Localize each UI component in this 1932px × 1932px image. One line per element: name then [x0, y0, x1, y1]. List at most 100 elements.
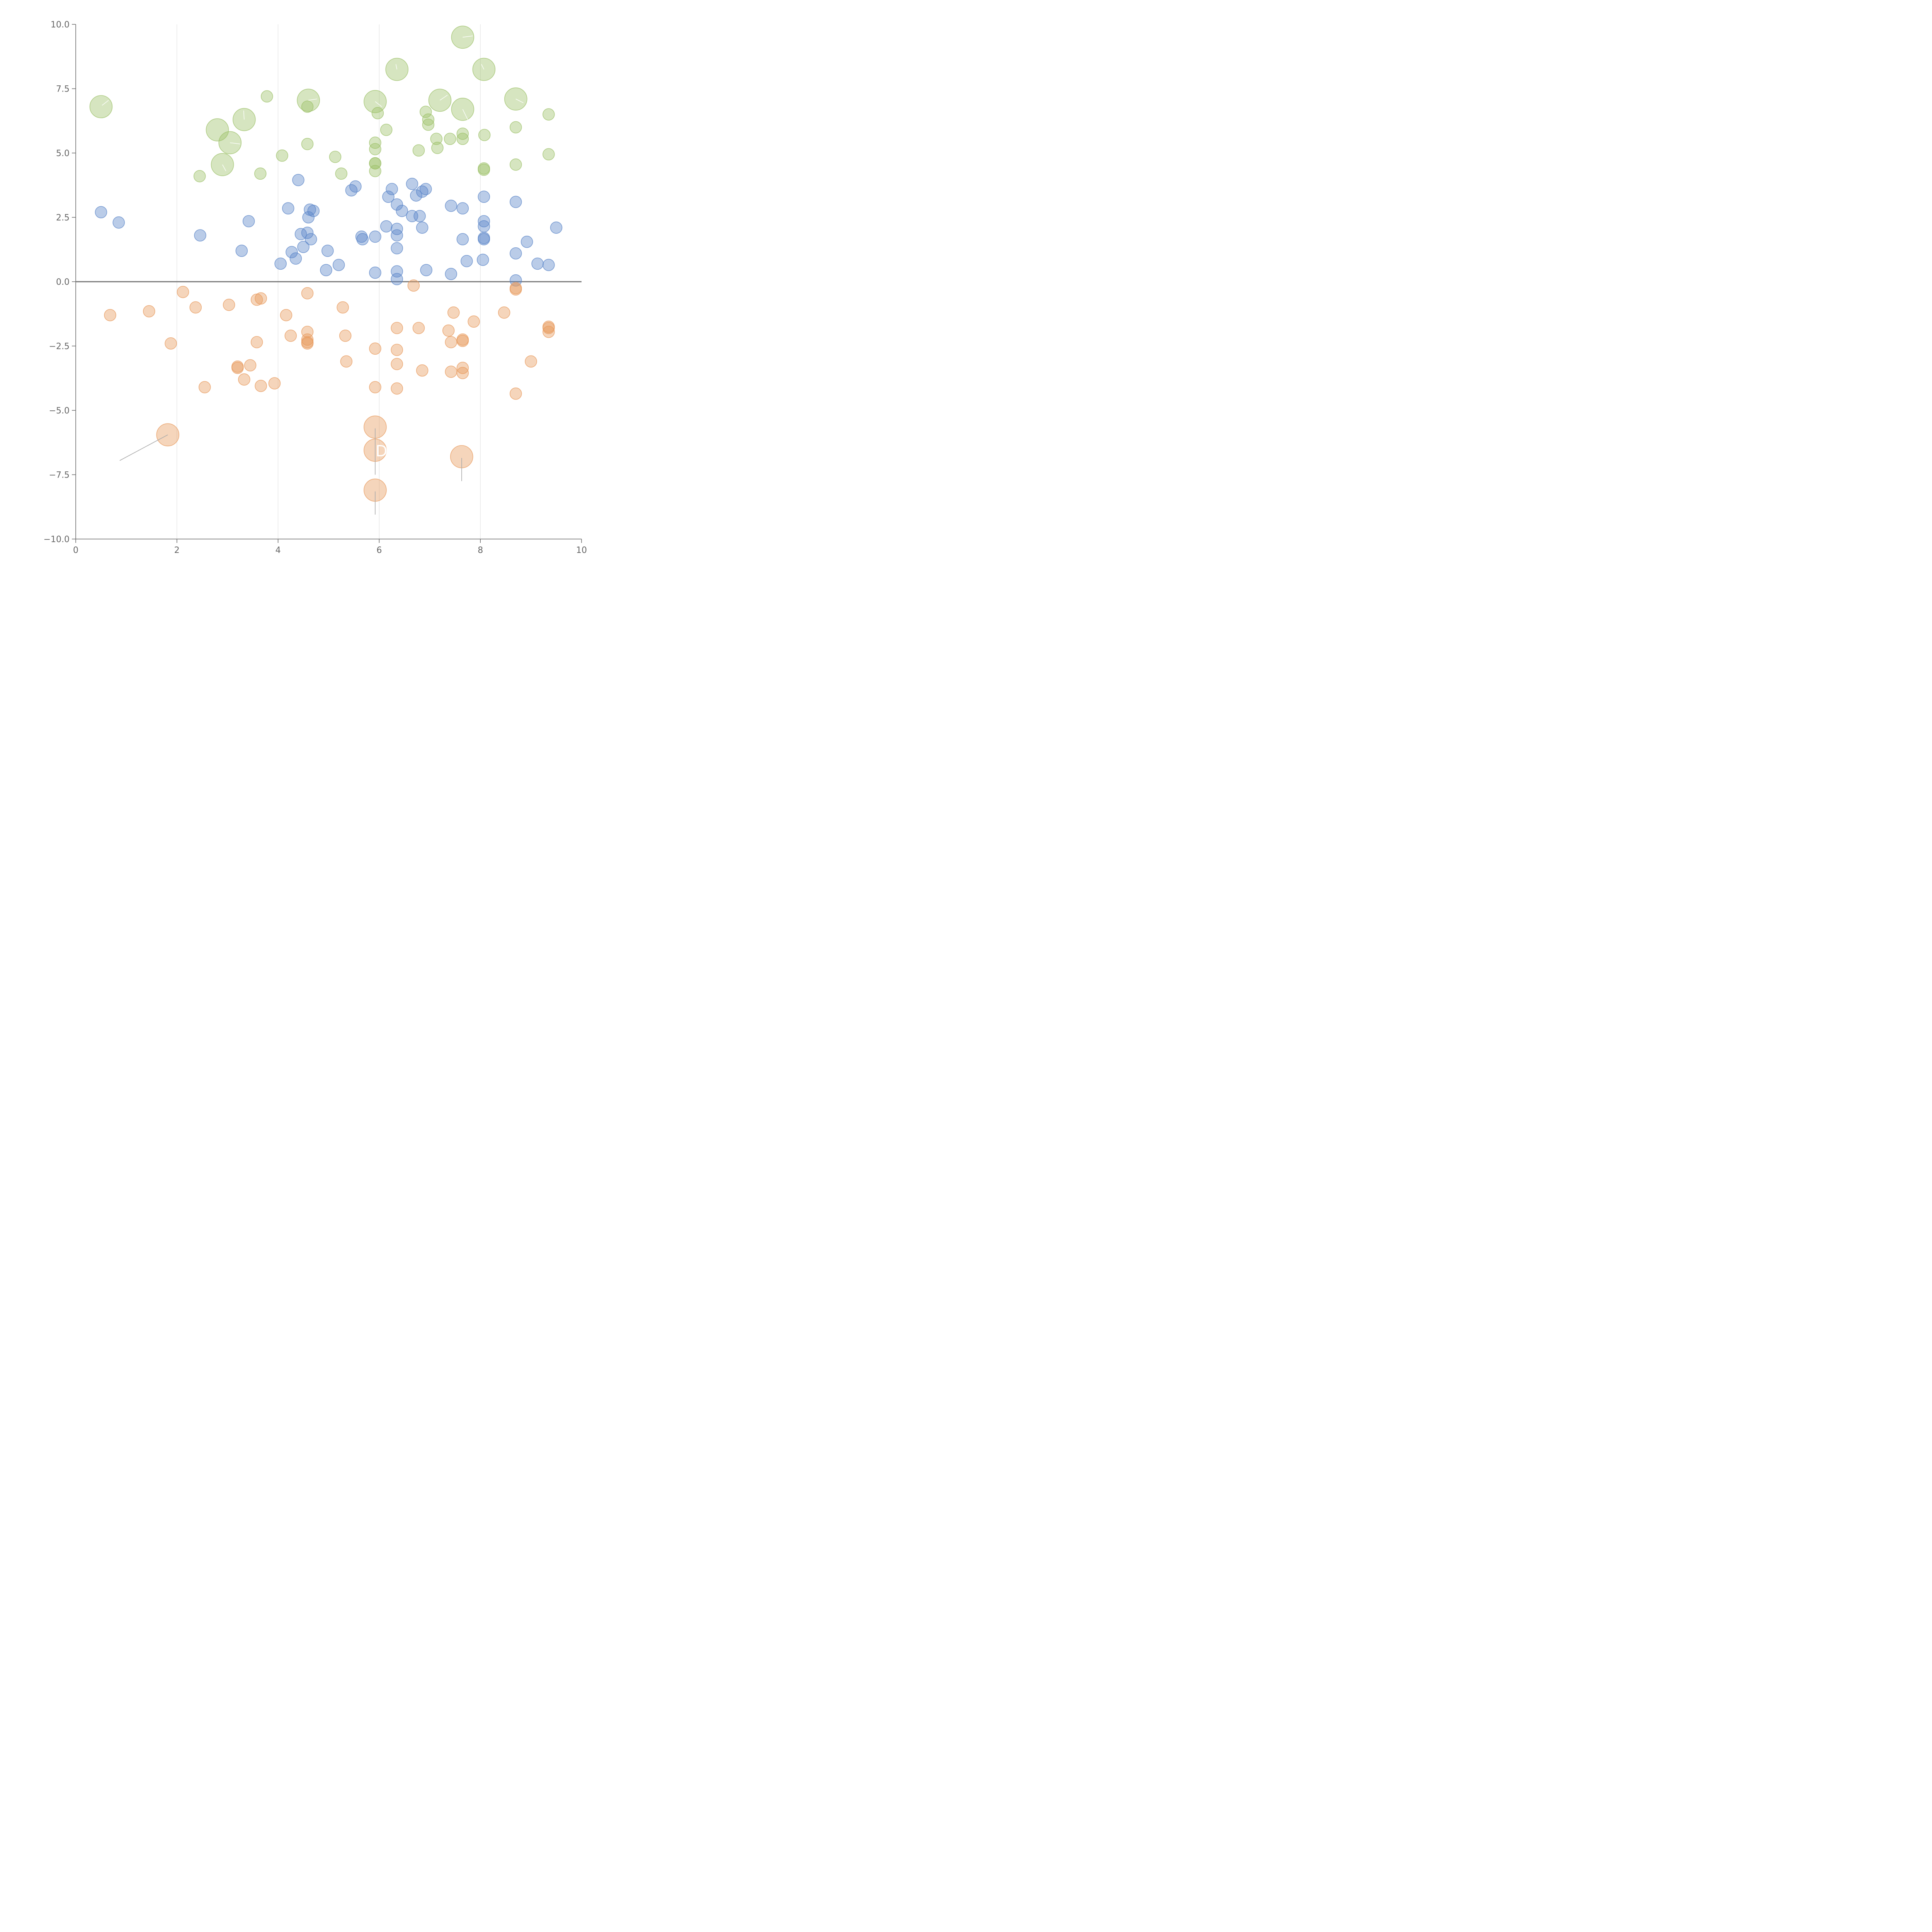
data-point: [478, 233, 490, 245]
data-point: [250, 336, 263, 349]
data-point: [413, 210, 426, 222]
data-point: [369, 136, 381, 149]
data-point: [268, 377, 281, 389]
data-point: [456, 367, 469, 379]
data-point: [478, 220, 490, 233]
data-point: [371, 107, 384, 119]
data-point: [543, 322, 555, 334]
data-point: [391, 198, 403, 211]
leader-line: [308, 99, 317, 101]
data-point: [255, 292, 267, 305]
data-point: [420, 105, 432, 118]
data-point: [410, 189, 422, 202]
data-point: [456, 133, 469, 145]
data-point: [531, 257, 544, 270]
data-point: [456, 335, 469, 347]
leader-line: [222, 164, 226, 172]
data-point: [412, 144, 425, 157]
data-point: [391, 358, 403, 370]
data-point: [339, 330, 352, 342]
data-point: [416, 221, 429, 234]
data-point: [320, 264, 332, 276]
data-point: [193, 170, 206, 182]
data-point: [510, 158, 522, 171]
data-point: [254, 167, 267, 180]
scatter-chart: 0 2 4 6 8 10 10.0 7.5 5.0 2.5 0.0 −2.5 −5.0 −7.5 −10.0…: [44, 20, 587, 555]
data-point: [386, 183, 398, 196]
leader-lines: [102, 36, 524, 515]
data-point: [356, 233, 369, 245]
data-point: [242, 215, 255, 228]
data-point: [286, 246, 298, 259]
data-point: [301, 287, 314, 299]
data-point: [476, 253, 489, 266]
y-tick-label: −2.5: [49, 342, 70, 352]
data-point: [407, 279, 420, 292]
data-point: [276, 149, 288, 162]
data-point: [442, 324, 455, 337]
leader-line: [462, 109, 468, 120]
data-point: [510, 283, 522, 296]
data-point: [112, 216, 125, 229]
data-point: [369, 143, 381, 155]
data-point: [422, 113, 435, 126]
data-point: [231, 362, 244, 374]
data-point: [321, 245, 334, 257]
data-point: [335, 167, 348, 180]
y-tick-label: −5.0: [49, 406, 70, 416]
data-point: [406, 178, 418, 190]
data-point: [416, 364, 429, 377]
data-point: [165, 337, 177, 350]
data-point: [206, 118, 229, 141]
data-point: [369, 266, 381, 279]
data-point: [223, 299, 235, 311]
data-point: [478, 190, 490, 203]
data-point: [198, 381, 211, 393]
data-point: [445, 336, 457, 349]
leader-line: [481, 64, 485, 70]
data-point: [445, 199, 457, 212]
data-point: [478, 129, 491, 141]
data-point: [369, 381, 381, 393]
data-point: [235, 245, 248, 257]
leader-line: [395, 64, 397, 70]
data-point: [329, 151, 342, 163]
data-point: [301, 333, 314, 346]
leader-line: [119, 434, 168, 461]
y-tick-label: 2.5: [56, 213, 70, 223]
x-tick-label: 6: [376, 546, 382, 555]
data-point: [550, 221, 563, 234]
data-point: [189, 301, 202, 314]
data-point: [456, 202, 469, 214]
data-point: [396, 205, 408, 217]
leader-line: [375, 101, 382, 107]
data-point: [431, 141, 444, 154]
data-point: [391, 344, 403, 356]
point-annotation: D: [376, 442, 388, 460]
data-point: [301, 337, 314, 350]
x-tick-label: 8: [478, 546, 483, 555]
data-point: [430, 133, 443, 145]
data-point: [304, 233, 317, 245]
y-tick-label: −7.5: [49, 471, 70, 480]
data-point: [520, 235, 533, 248]
data-point: [284, 330, 297, 342]
data-point: [302, 211, 315, 224]
data-point: [456, 128, 469, 140]
data-point: [337, 301, 349, 314]
data-point: [543, 259, 555, 271]
data-points: [89, 26, 563, 502]
data-point: [391, 273, 403, 286]
data-point: [332, 259, 345, 271]
data-point: [445, 268, 457, 280]
data-point: [391, 382, 403, 395]
data-point: [297, 241, 310, 253]
data-point: [380, 124, 393, 136]
data-point: [478, 215, 490, 228]
data-point: [349, 180, 362, 193]
data-point: [382, 190, 395, 203]
data-point: [380, 220, 393, 233]
data-point: [420, 183, 432, 196]
data-point: [456, 233, 469, 245]
data-point: [422, 118, 435, 131]
